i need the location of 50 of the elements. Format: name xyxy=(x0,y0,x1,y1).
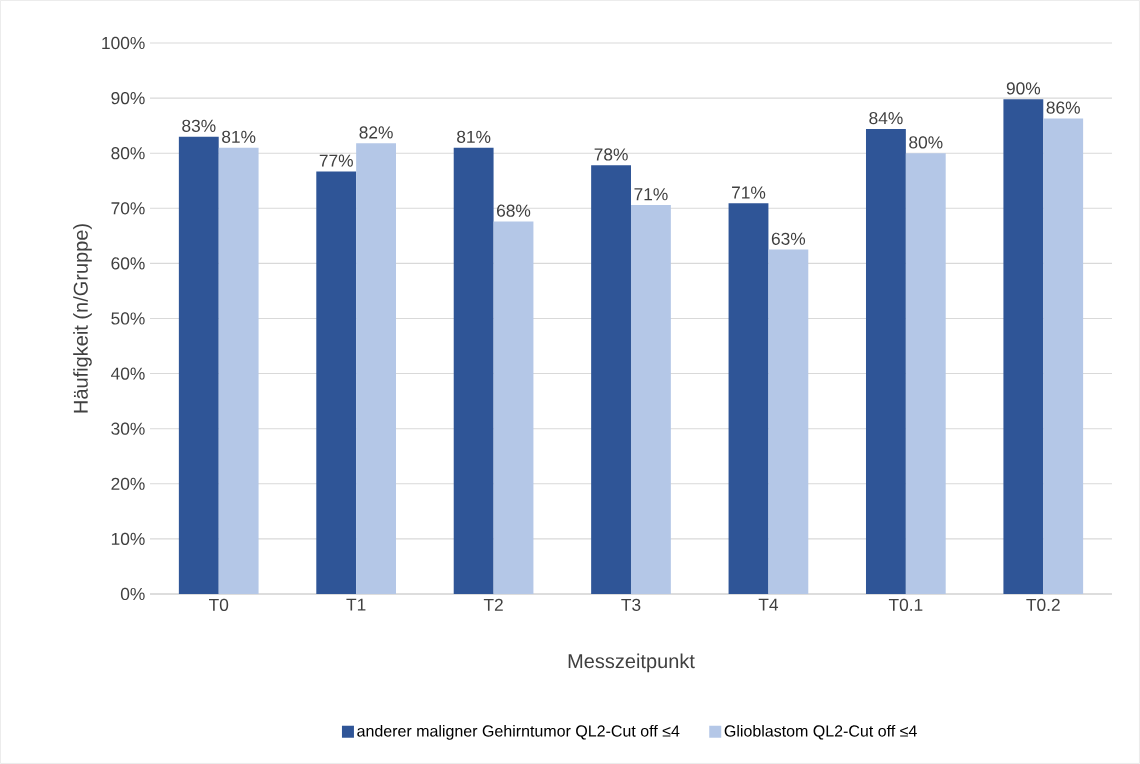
data-label: 63% xyxy=(771,232,806,245)
x-tick-label: T0.1 xyxy=(888,598,923,611)
legend-label: anderer maligner Gehirntumor QL2-Cut off ≤4 xyxy=(357,724,680,740)
bar xyxy=(178,136,219,594)
bar xyxy=(865,128,906,594)
data-label: 71% xyxy=(732,186,766,199)
y-tick-label: 70% xyxy=(111,202,145,215)
y-tick-label: 80% xyxy=(111,147,145,160)
bar xyxy=(1043,118,1084,594)
data-label: 68% xyxy=(497,204,531,217)
data-label: 71% xyxy=(634,188,668,201)
x-tick-label: T2 xyxy=(483,598,503,611)
bar xyxy=(316,171,357,594)
y-tick-label: 10% xyxy=(111,532,145,546)
x-tick-label: T0 xyxy=(209,598,229,611)
legend-label: Glioblastom QL2-Cut off ≤4 xyxy=(724,724,917,740)
data-label: 81% xyxy=(457,130,491,143)
bar xyxy=(768,249,809,594)
x-tick-label: T1 xyxy=(346,598,366,611)
data-label: 80% xyxy=(909,136,943,149)
data-label: 86% xyxy=(1046,101,1080,114)
data-label: 77% xyxy=(319,154,353,167)
bar xyxy=(905,153,946,594)
y-tick-label: 90% xyxy=(111,91,145,105)
bar xyxy=(630,204,671,594)
bar xyxy=(356,143,396,594)
y-tick-label: 60% xyxy=(111,257,145,270)
y-tick-label: 50% xyxy=(111,312,145,325)
y-tick-label: 40% xyxy=(111,367,145,380)
bar xyxy=(493,221,534,594)
y-axis-title: Häufigkeit (n/Gruppe) xyxy=(73,224,92,413)
data-label: 78% xyxy=(594,148,628,161)
x-tick-label: T4 xyxy=(758,598,779,611)
bar xyxy=(591,165,631,594)
bar xyxy=(1003,99,1044,594)
data-label: 81% xyxy=(222,130,256,143)
y-tick-label: 0% xyxy=(120,587,145,601)
x-tick-label: T0.2 xyxy=(1026,598,1060,611)
bar xyxy=(218,147,259,594)
data-label: 84% xyxy=(869,111,903,125)
y-tick-label: 100% xyxy=(102,36,145,50)
data-label: 82% xyxy=(359,126,393,139)
bar xyxy=(453,147,494,594)
bar xyxy=(728,203,769,594)
y-tick-label: 30% xyxy=(111,422,145,435)
data-label: 83% xyxy=(182,119,216,132)
x-tick-label: T3 xyxy=(621,598,641,611)
x-axis-title: Messzeitpunkt xyxy=(568,653,695,673)
data-label: 90% xyxy=(1006,82,1041,95)
y-tick-label: 20% xyxy=(111,477,145,490)
